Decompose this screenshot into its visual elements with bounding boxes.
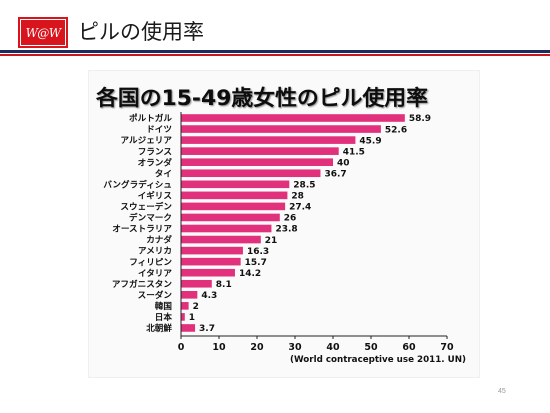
- x-tick-label: 0: [178, 342, 185, 353]
- value-label: 16.3: [247, 247, 269, 257]
- category-label: 日本: [155, 311, 173, 323]
- bar-chart: 各国の15-49歳女性のピル使用率 ポルトガルドイツアルジェリアフランスオランダ…: [95, 86, 466, 365]
- value-label: 58.9: [409, 114, 431, 124]
- category-label: アルジェリア: [121, 135, 173, 146]
- value-label: 8.1: [216, 280, 232, 290]
- value-label: 3.7: [199, 324, 215, 334]
- bar: [181, 235, 261, 244]
- bar: [181, 169, 321, 178]
- logo: W@W: [18, 17, 68, 48]
- category-label: ポルトガル: [129, 112, 172, 124]
- bar: [181, 136, 356, 144]
- value-label: 21: [265, 236, 278, 246]
- value-label: 40: [337, 158, 350, 168]
- bar: [181, 313, 185, 321]
- category-label: スーダン: [138, 289, 173, 301]
- value-label: 45.9: [359, 136, 381, 146]
- value-label: 1: [189, 313, 195, 323]
- category-label: フィリピン: [129, 256, 172, 268]
- category-label: ドイツ: [146, 124, 172, 135]
- value-label: 28: [291, 192, 304, 202]
- bar: [181, 246, 243, 255]
- value-label: 41.5: [343, 147, 365, 157]
- category-label: 韓国: [155, 300, 173, 312]
- x-tick-label: 60: [402, 342, 416, 353]
- value-label: 27.4: [289, 203, 311, 213]
- bar: [181, 291, 198, 299]
- value-label: 52.6: [385, 125, 407, 135]
- category-label: オーストラリア: [112, 224, 172, 235]
- bar: [181, 302, 189, 310]
- bar: [181, 279, 212, 288]
- value-label: 26: [284, 214, 297, 224]
- category-label: タイ: [155, 167, 172, 179]
- bar: [181, 324, 196, 332]
- page-number: 45: [498, 388, 506, 395]
- category-label: 北朝鮮: [146, 322, 172, 334]
- bar: [181, 202, 286, 211]
- logo-frame: W@W: [20, 19, 66, 46]
- category-label: カナダ: [146, 234, 172, 246]
- category-label: イギリス: [138, 189, 172, 201]
- chart-source-note: (World contraceptive use 2011. UN): [290, 355, 466, 365]
- bar: [181, 158, 333, 166]
- slide-title: ピルの使用率: [78, 20, 204, 44]
- x-tick-label: 40: [326, 342, 340, 353]
- value-label: 2: [193, 302, 199, 312]
- category-label: オランダ: [138, 156, 173, 168]
- bar: [181, 125, 381, 133]
- header-rule-navy: [0, 50, 550, 53]
- value-label: 14.2: [239, 269, 261, 279]
- category-label: スウェーデン: [120, 201, 172, 213]
- bar: [181, 224, 272, 233]
- value-labels: 58.952.645.941.54036.728.52827.42623.821…: [189, 114, 431, 334]
- value-label: 36.7: [324, 169, 346, 179]
- category-label: アメリカ: [138, 246, 172, 257]
- logo-text: W@W: [25, 25, 61, 40]
- x-axis: 0 10 20 30 40 50 60 70: [178, 112, 454, 353]
- bar: [181, 191, 288, 200]
- category-label: バングラディシュ: [103, 178, 172, 190]
- value-label: 15.7: [245, 258, 267, 268]
- bar: [181, 147, 339, 155]
- x-tick-label: 70: [440, 342, 454, 353]
- value-label: 23.8: [275, 225, 297, 235]
- x-tick-label: 10: [212, 342, 226, 353]
- bar: [181, 257, 241, 266]
- header-rule-red: [0, 54, 550, 56]
- bar: [181, 213, 280, 222]
- value-label: 28.5: [293, 181, 315, 191]
- value-label: 4.3: [201, 291, 217, 301]
- category-labels: ポルトガルドイツアルジェリアフランスオランダタイバングラディシュイギリススウェー…: [103, 112, 172, 334]
- chart-title: 各国の15-49歳女性のピル使用率: [95, 86, 428, 110]
- category-label: アフガニスタン: [112, 278, 173, 290]
- x-tick-label: 30: [288, 342, 302, 353]
- bar: [181, 180, 290, 189]
- category-label: デンマーク: [129, 212, 172, 224]
- category-label: フランス: [138, 146, 172, 157]
- x-tick-label: 50: [364, 342, 378, 353]
- bars-layer: [181, 114, 405, 332]
- bar: [181, 268, 235, 277]
- x-tick-label: 20: [250, 342, 264, 353]
- bar: [181, 114, 405, 122]
- chart-panel: 各国の15-49歳女性のピル使用率 ポルトガル ドイツ アルジェリア フランス オランダ…: [88, 70, 480, 378]
- category-label: イタリア: [138, 267, 172, 279]
